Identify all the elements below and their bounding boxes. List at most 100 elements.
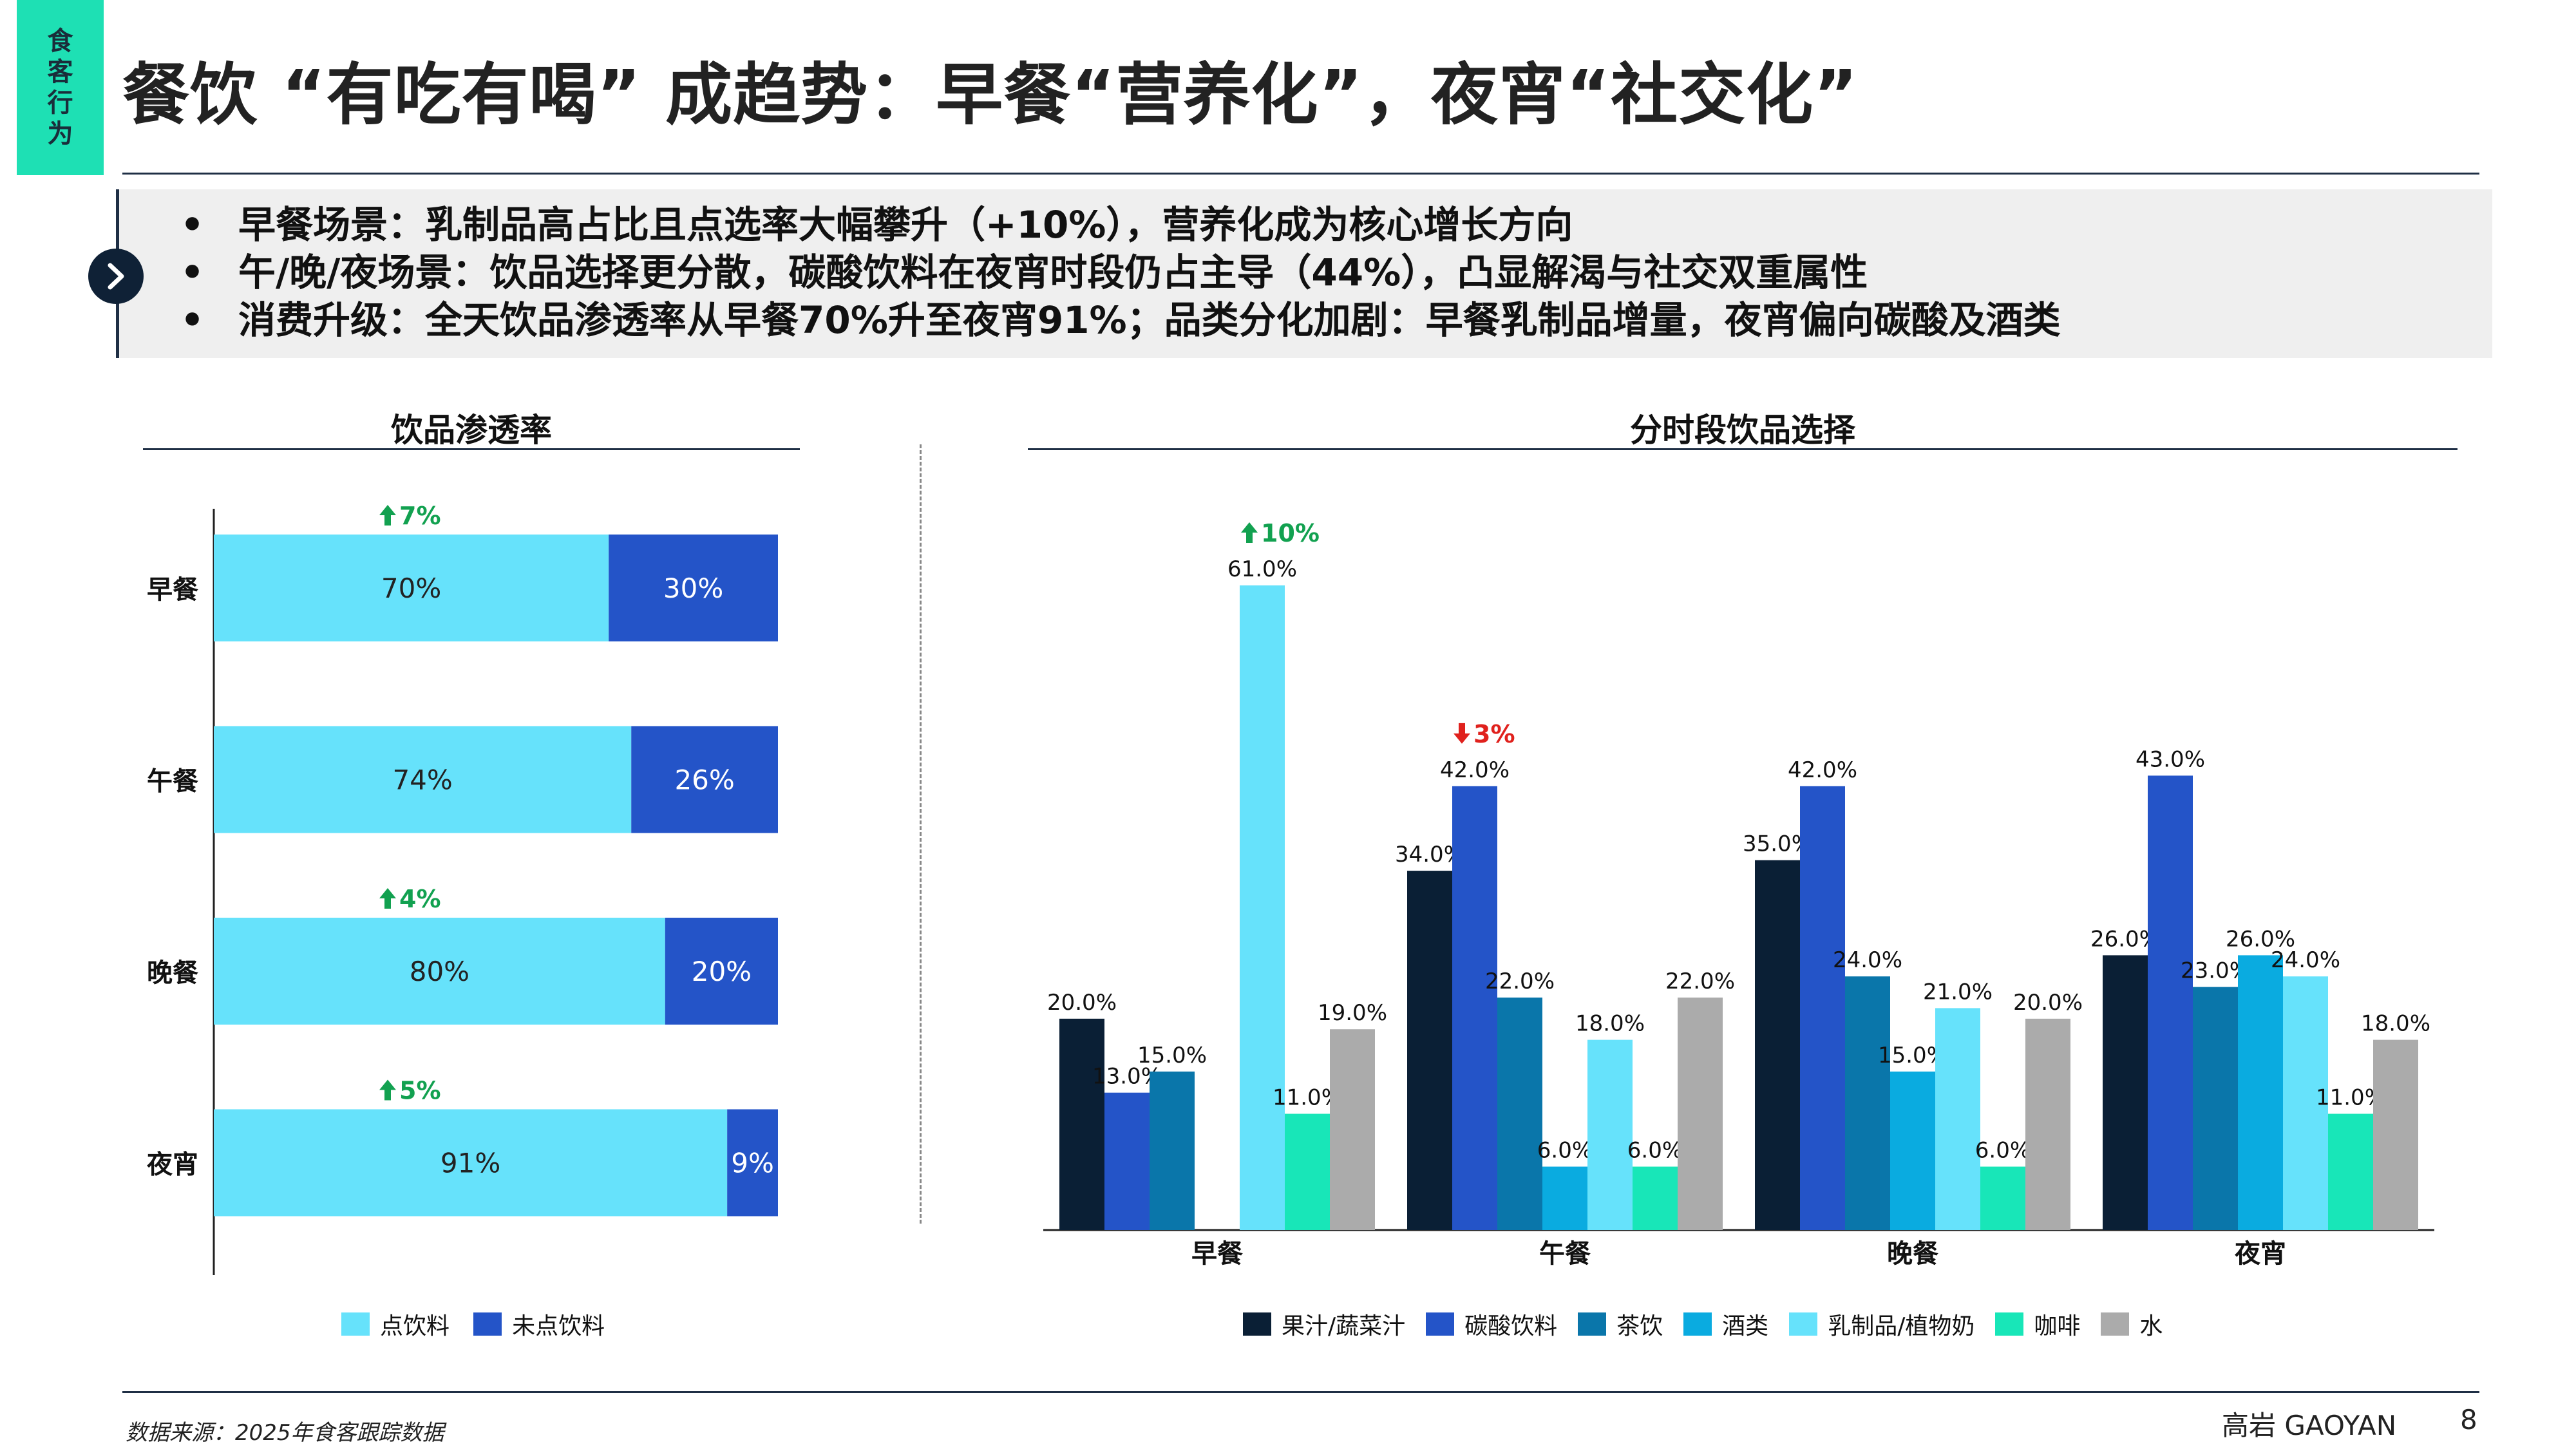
bar [1150, 1071, 1195, 1230]
bar [2103, 955, 2148, 1230]
arrow-up-icon [379, 1079, 396, 1101]
data-label: 22.0% [1665, 969, 1735, 994]
data-label: 43.0% [2136, 746, 2205, 772]
data-label: 42.0% [1440, 757, 1510, 783]
section-tag-char: 行 [47, 88, 73, 118]
legend-label: 未点饮料 [512, 1313, 605, 1340]
data-label: 22.0% [1485, 969, 1555, 994]
bar [1980, 1166, 2025, 1230]
bullet-text: 消费升级：全天饮品渗透率从早餐70%升至夜宵91%；品类分化加剧：早餐乳制品增量… [238, 298, 2061, 342]
bar [1330, 1029, 1375, 1230]
bullet-dot: • [180, 298, 205, 342]
change-label: 5% [399, 1077, 441, 1105]
bar-segment [214, 918, 665, 1025]
legend-item: 碳酸饮料 [1426, 1307, 1557, 1341]
legend-item: 乳制品/植物奶 [1789, 1307, 1975, 1341]
legend-label: 酒类 [1722, 1313, 1769, 1340]
penetration-chart: 早餐 70% 30% 7% 午餐 74% 26% 晚餐 80% 20% 4% 夜宵 91% 9% 5% [146, 502, 778, 1275]
penetration-chart-title: 饮品渗透率 [391, 412, 552, 449]
bar-segment [631, 726, 778, 833]
bar [2238, 955, 2283, 1230]
legend-item: 未点饮料 [473, 1307, 605, 1341]
section-tag-char: 为 [47, 119, 73, 149]
legend-swatch [1995, 1312, 2024, 1336]
category-label: 早餐 [1191, 1239, 1243, 1269]
bar [1935, 1008, 1980, 1230]
legend-item: 点饮料 [341, 1307, 450, 1341]
bar [2025, 1018, 2070, 1230]
legend-item: 茶饮 [1578, 1307, 1663, 1341]
data-label: 80% [410, 956, 469, 987]
chevron-right-icon [88, 249, 144, 304]
bullet-dot: • [180, 251, 205, 294]
legend-swatch [1578, 1312, 1607, 1336]
legend-item: 咖啡 [1995, 1307, 2080, 1341]
legend-label: 水 [2139, 1313, 2163, 1340]
data-label: 30% [663, 573, 723, 604]
bar [1104, 1092, 1150, 1230]
footer-divider [122, 1391, 2479, 1393]
data-label: 9% [731, 1148, 774, 1179]
data-label: 74% [392, 764, 452, 796]
bar [1845, 976, 1890, 1230]
legend-item: 水 [2101, 1307, 2163, 1341]
legend-swatch [341, 1312, 370, 1336]
bar-segment [609, 535, 778, 641]
data-label: 70% [381, 573, 441, 604]
summary-bullet: • 消费升级：全天饮品渗透率从早餐70%升至夜宵91%；品类分化加剧：早餐乳制品增… [180, 296, 2061, 344]
legend-label: 咖啡 [2034, 1313, 2081, 1340]
bar [1407, 871, 1452, 1230]
legend-label: 点饮料 [380, 1313, 450, 1340]
category-label: 夜宵 [2234, 1239, 2286, 1269]
category-label: 早餐 [147, 575, 198, 605]
choice-legend: 果汁/蔬菜汁 碳酸饮料 茶饮 酒类 乳制品/植物奶 咖啡 水 [1243, 1307, 2183, 1341]
legend-swatch [1683, 1312, 1712, 1336]
category-label: 午餐 [147, 767, 198, 797]
arrow-up-icon [379, 888, 396, 909]
legend-swatch [1426, 1312, 1455, 1336]
bullet-text: 午/晚/夜场景：饮品选择更分散，碳酸饮料在夜宵时段仍占主导（44%），凸显解渴与… [238, 251, 1868, 294]
legend-label: 碳酸饮料 [1464, 1313, 1558, 1340]
section-tag: 食 客 行 为 [17, 0, 104, 175]
summary-bullet: • 早餐场景：乳制品高占比且点选率大幅攀升（+10%），营养化成为核心增长方向 [180, 201, 2061, 249]
bar [1633, 1166, 1678, 1230]
legend-swatch [1243, 1312, 1271, 1336]
bar [1800, 786, 1845, 1230]
category-label: 夜宵 [146, 1150, 198, 1180]
summary-bullet: • 午/晚/夜场景：饮品选择更分散，碳酸饮料在夜宵时段仍占主导（44%），凸显解渴… [180, 249, 2061, 296]
arrow-down-icon [1454, 723, 1470, 744]
data-label: 26% [674, 764, 734, 796]
data-label: 61.0% [1227, 556, 1297, 582]
data-label: 42.0% [1788, 757, 1857, 783]
page-title: 餐饮 “有吃有喝” 成趋势：早餐“营养化”，夜宵“社交化” [122, 55, 1859, 134]
data-label: 26.0% [2226, 926, 2295, 952]
change-label: 10% [1261, 519, 1320, 547]
bar [1542, 1166, 1587, 1230]
penetration-legend: 点饮料 未点饮料 [341, 1307, 625, 1341]
data-label: 20.0% [2013, 990, 2083, 1016]
legend-swatch [2101, 1312, 2130, 1336]
bar [1059, 1018, 1104, 1230]
bar [2373, 1039, 2418, 1230]
bar-segment [214, 726, 632, 833]
title-divider [122, 173, 2479, 175]
data-label: 6.0% [1627, 1138, 1683, 1164]
category-label: 午餐 [1539, 1239, 1591, 1269]
category-label: 晚餐 [1887, 1239, 1938, 1269]
data-label: 15.0% [1137, 1043, 1207, 1068]
legend-swatch [1789, 1312, 1818, 1336]
page-number: 8 [2460, 1404, 2477, 1435]
brand-name: 高岩 GAOYAN [2222, 1410, 2397, 1441]
bar [1285, 1113, 1330, 1230]
data-label: 91% [440, 1148, 500, 1179]
data-label: 24.0% [1833, 947, 1902, 973]
arrow-up-icon [1241, 522, 1258, 544]
bar [2283, 976, 2328, 1230]
legend-label: 乳制品/植物奶 [1828, 1313, 1975, 1340]
bar [2328, 1113, 2373, 1230]
legend-swatch [473, 1312, 502, 1336]
section-tag-char: 食 [47, 26, 73, 56]
category-label: 晚餐 [147, 958, 198, 988]
bar [1890, 1071, 1935, 1230]
bar-segment [727, 1109, 778, 1217]
